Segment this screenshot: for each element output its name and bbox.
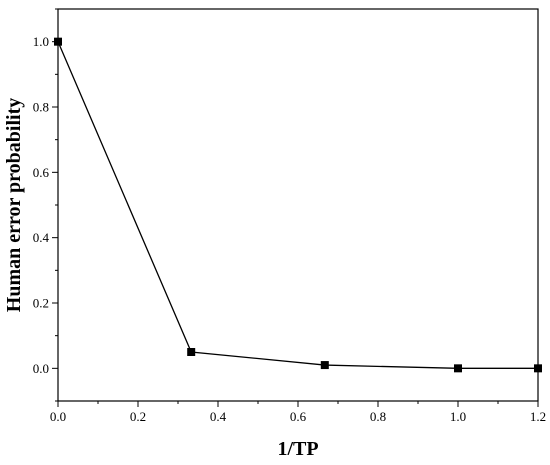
y-tick-label: 1.0 [33, 34, 49, 49]
x-axis-title: 1/TP [277, 438, 318, 460]
data-point-marker [454, 364, 462, 373]
x-tick-label: 0.8 [370, 409, 386, 424]
x-tick-label: 1.0 [450, 409, 466, 424]
x-tick-label: 0.2 [130, 409, 146, 424]
x-tick-label: 1.2 [530, 409, 546, 424]
y-tick-label: 0.8 [33, 100, 49, 115]
y-tick-label: 0.6 [33, 165, 50, 180]
y-tick-label: 0.4 [33, 230, 50, 245]
x-tick-label: 0.4 [210, 409, 227, 424]
y-tick-label: 0.0 [33, 361, 49, 376]
y-axis-title: Human error probability [3, 98, 25, 312]
data-point-marker [187, 348, 196, 356]
data-point-marker [54, 37, 62, 46]
data-point-marker [534, 364, 542, 373]
y-tick-label: 0.2 [33, 296, 49, 311]
plot-frame [57, 8, 539, 402]
x-axis-ticks: 0.0 0.2 0.4 0.6 0.8 1.0 1.2 [50, 401, 546, 424]
series-line [57, 41, 538, 369]
x-tick-label: 0.0 [50, 409, 66, 424]
series-markers [54, 37, 542, 373]
data-point-marker [320, 361, 329, 370]
x-tick-label: 0.6 [290, 409, 307, 424]
y-axis-ticks: 0.0 0.2 0.4 0.6 0.8 1.0 [33, 8, 58, 402]
